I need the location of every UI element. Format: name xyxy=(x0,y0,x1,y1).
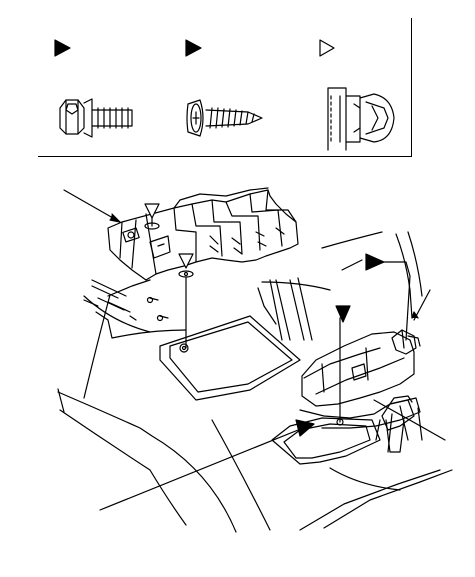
upper-bracket xyxy=(107,187,299,322)
bolt-marker-right xyxy=(365,253,385,271)
tapping-screw-icon xyxy=(186,99,263,137)
control-module xyxy=(271,317,421,465)
fastener-legend-box xyxy=(38,18,412,157)
legend-marker-bolt xyxy=(54,39,71,57)
legend-marker-clip xyxy=(319,39,335,57)
clip-fastener-icon xyxy=(327,87,395,151)
support-pillar xyxy=(269,277,313,341)
flange-bolt-icon xyxy=(59,98,133,138)
leader-lines xyxy=(63,189,431,511)
vehicle-body-outline xyxy=(57,231,453,533)
floor-recess-panel xyxy=(159,315,301,401)
bolt-marker-center xyxy=(335,305,351,323)
clip-marker-upper xyxy=(144,203,160,227)
bolt-marker-lower xyxy=(295,419,315,437)
clip-marker-middle xyxy=(178,253,194,269)
right-side-clip xyxy=(391,329,421,355)
legend-marker-screw xyxy=(185,39,202,57)
floor-stripes xyxy=(91,279,169,321)
